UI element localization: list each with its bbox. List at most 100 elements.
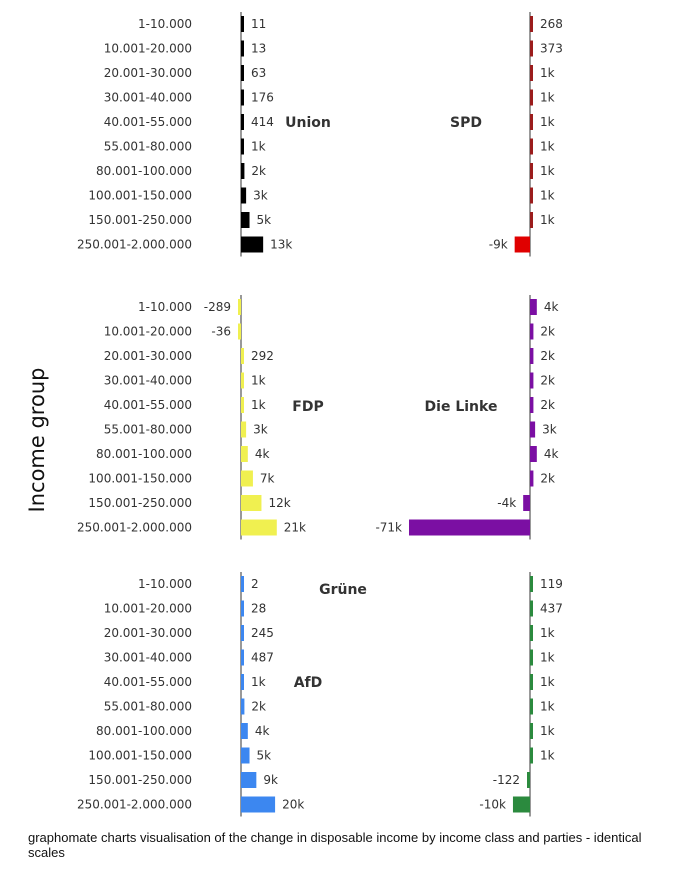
data-label: 373 bbox=[540, 42, 563, 56]
series-title: AfD bbox=[294, 675, 323, 691]
data-label: -36 bbox=[211, 325, 231, 339]
bar bbox=[241, 649, 244, 666]
bar bbox=[530, 163, 533, 179]
category-label: 250.001-2.000.000 bbox=[77, 521, 192, 535]
data-label: 1k bbox=[540, 700, 555, 714]
bar bbox=[527, 772, 530, 788]
bar bbox=[409, 519, 530, 536]
data-label: 4k bbox=[544, 447, 559, 461]
category-label: 30.001-40.000 bbox=[104, 651, 192, 665]
data-label: 3k bbox=[542, 423, 557, 437]
bar bbox=[241, 138, 244, 155]
series-title: SPD bbox=[450, 115, 482, 131]
bar bbox=[530, 723, 533, 739]
bar bbox=[530, 114, 533, 130]
category-label: 250.001-2.000.000 bbox=[77, 238, 192, 252]
data-label: 119 bbox=[540, 577, 563, 591]
data-label: 414 bbox=[251, 115, 274, 129]
bar bbox=[530, 65, 533, 81]
bar bbox=[530, 649, 533, 666]
panel-titles: Union SPD FDP Die Linke AfD Grüne bbox=[285, 115, 497, 691]
data-label: 2 bbox=[251, 577, 259, 591]
data-label: 1k bbox=[251, 398, 266, 412]
data-label: 20k bbox=[282, 798, 304, 812]
data-label: 4k bbox=[255, 724, 270, 738]
bar bbox=[241, 576, 244, 592]
bar bbox=[530, 674, 533, 690]
series-panel: 4k 2k 2k 2k 2k 3k 4k 2k -4k -71k bbox=[375, 295, 558, 540]
bar bbox=[530, 348, 534, 364]
data-label: -9k bbox=[489, 238, 508, 252]
bar bbox=[241, 747, 250, 764]
bar bbox=[530, 698, 533, 715]
bar bbox=[530, 138, 533, 155]
bar bbox=[530, 470, 534, 487]
data-label: 2k bbox=[540, 325, 555, 339]
category-label: 10.001-20.000 bbox=[104, 42, 192, 56]
category-label: 55.001-80.000 bbox=[104, 700, 192, 714]
bar bbox=[530, 747, 533, 764]
category-label: 40.001-55.000 bbox=[104, 115, 192, 129]
data-label: 1k bbox=[540, 189, 555, 203]
bar bbox=[523, 495, 530, 511]
data-label: 1k bbox=[540, 140, 555, 154]
bar bbox=[241, 495, 262, 511]
bar bbox=[241, 519, 277, 536]
bar bbox=[241, 421, 247, 438]
data-label: 28 bbox=[251, 602, 266, 616]
data-label: 13 bbox=[251, 42, 266, 56]
data-label: 1k bbox=[540, 675, 555, 689]
data-label: 3k bbox=[253, 423, 268, 437]
category-label: 30.001-40.000 bbox=[104, 374, 192, 388]
bar bbox=[530, 89, 533, 106]
bar bbox=[241, 674, 244, 690]
bar bbox=[530, 372, 534, 389]
bar bbox=[241, 163, 245, 179]
data-label: -289 bbox=[204, 300, 231, 314]
data-label: 3k bbox=[253, 189, 268, 203]
data-label: 2k bbox=[540, 374, 555, 388]
category-label: 20.001-30.000 bbox=[104, 626, 192, 640]
category-labels: 1-10.000 10.001-20.000 20.001-30.000 30.001… bbox=[77, 17, 192, 812]
category-label: 100.001-150.000 bbox=[88, 472, 192, 486]
bar bbox=[241, 236, 264, 253]
category-label: 1-10.000 bbox=[138, 300, 192, 314]
category-label: 80.001-100.000 bbox=[96, 447, 192, 461]
data-label: 1k bbox=[251, 374, 266, 388]
category-label: 100.001-150.000 bbox=[88, 749, 192, 763]
category-label: 20.001-30.000 bbox=[104, 349, 192, 363]
category-label: 55.001-80.000 bbox=[104, 140, 192, 154]
bar bbox=[241, 114, 244, 130]
data-label: 4k bbox=[544, 300, 559, 314]
category-label: 80.001-100.000 bbox=[96, 724, 192, 738]
bar bbox=[238, 323, 241, 340]
data-label: 9k bbox=[263, 773, 278, 787]
bar bbox=[241, 723, 248, 739]
bar bbox=[241, 772, 257, 788]
data-label: 2k bbox=[540, 349, 555, 363]
data-label: 21k bbox=[284, 521, 306, 535]
bar bbox=[530, 421, 536, 438]
category-label: 250.001-2.000.000 bbox=[77, 798, 192, 812]
data-label: 1k bbox=[251, 675, 266, 689]
bar bbox=[241, 212, 250, 228]
bar bbox=[514, 236, 530, 253]
bar bbox=[241, 348, 244, 364]
data-label: 437 bbox=[540, 602, 563, 616]
bar bbox=[530, 446, 537, 462]
category-label: 20.001-30.000 bbox=[104, 66, 192, 80]
bar bbox=[530, 212, 533, 228]
bar bbox=[530, 299, 537, 315]
data-label: 1k bbox=[540, 213, 555, 227]
data-label: -4k bbox=[497, 496, 516, 510]
bar bbox=[241, 372, 244, 389]
bar bbox=[241, 40, 244, 57]
bars: 1113631764141k2k3k5k13k2683731k1k1k1k1k1… bbox=[204, 12, 563, 817]
data-label: -122 bbox=[493, 773, 520, 787]
category-label: 40.001-55.000 bbox=[104, 398, 192, 412]
data-label: 2k bbox=[251, 700, 266, 714]
data-label: 1k bbox=[540, 724, 555, 738]
bar bbox=[530, 625, 533, 641]
data-label: 11 bbox=[251, 17, 266, 31]
